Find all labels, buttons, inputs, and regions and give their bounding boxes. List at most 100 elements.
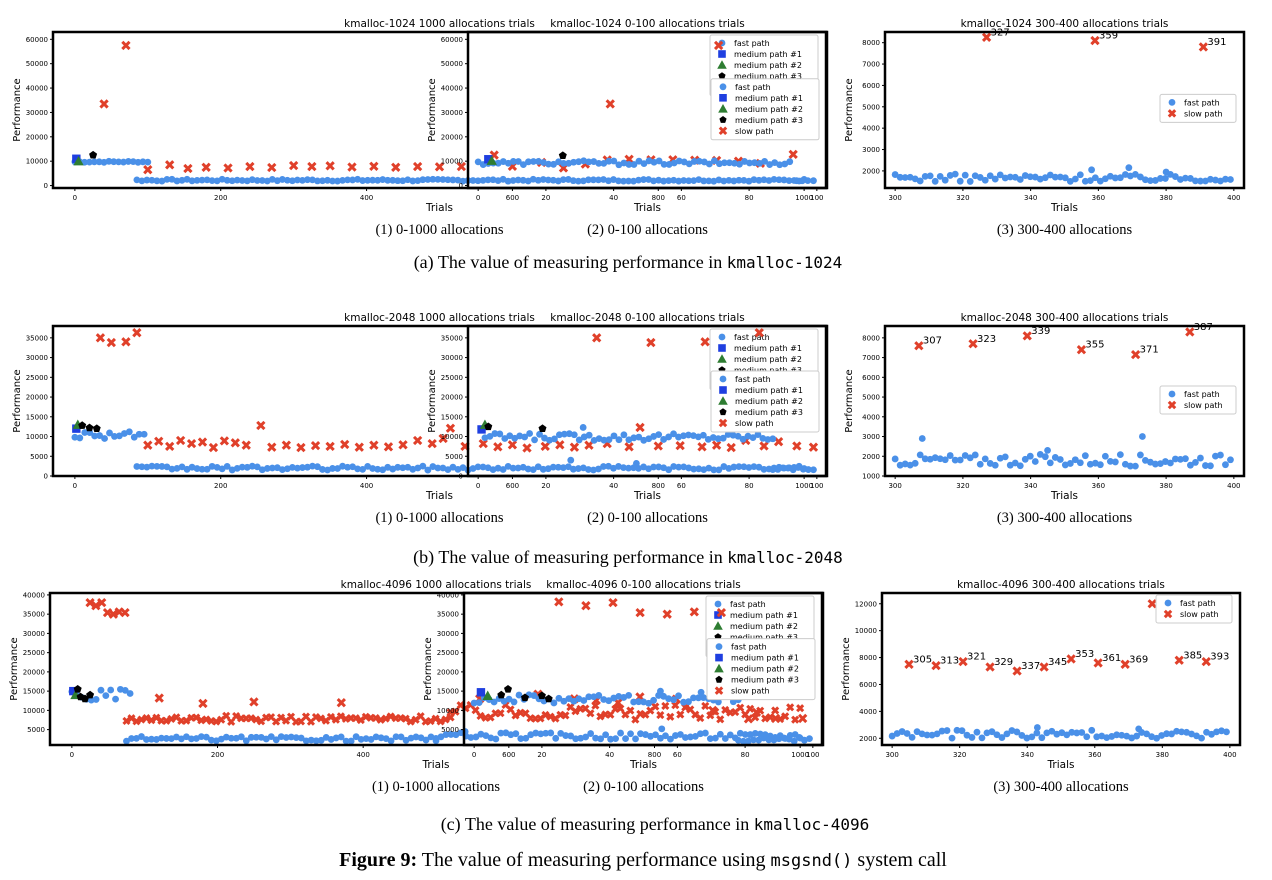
slow-path-point bbox=[132, 717, 141, 726]
y-tick-label: 35000 bbox=[23, 611, 45, 619]
slow-path-point bbox=[653, 441, 663, 451]
y-tick-label: 20000 bbox=[441, 394, 463, 402]
chart-9: kmalloc-4096 300-400 allocations trials 3… bbox=[841, 579, 1242, 795]
fast-path-point bbox=[953, 726, 961, 734]
fast-path-point bbox=[1138, 433, 1146, 440]
fast-path-point bbox=[1161, 175, 1169, 182]
y-tick-label: 3000 bbox=[862, 433, 880, 441]
chart-title: kmalloc-2048 0-100 allocations trials bbox=[550, 312, 744, 324]
legend-marker bbox=[718, 396, 728, 405]
fast-path-point bbox=[592, 734, 600, 742]
legend-marker bbox=[719, 116, 727, 123]
fast-path-point bbox=[424, 176, 432, 183]
fast-path-point bbox=[587, 730, 595, 737]
fast-path-point bbox=[705, 177, 713, 185]
slow-path-point bbox=[1012, 666, 1022, 676]
slow-path-point bbox=[95, 333, 106, 343]
slow-path-point bbox=[1201, 656, 1211, 667]
fast-path-point bbox=[585, 431, 593, 439]
point-label: 329 bbox=[994, 657, 1013, 668]
fast-path-point bbox=[736, 160, 743, 168]
slow-path-point bbox=[506, 705, 515, 714]
fast-path-point bbox=[1113, 731, 1121, 739]
fast-path-point bbox=[1011, 459, 1019, 467]
legend-label: fast path bbox=[731, 643, 767, 652]
fast-path-point bbox=[344, 176, 351, 184]
legend-marker bbox=[714, 600, 722, 608]
fast-path-point bbox=[640, 176, 647, 183]
fast-path-point bbox=[1151, 460, 1159, 468]
fast-path-point bbox=[525, 158, 532, 166]
fast-path-point bbox=[1048, 727, 1056, 735]
slow-path-point bbox=[256, 420, 266, 431]
slow-path-point bbox=[227, 717, 236, 726]
fast-path-point bbox=[570, 431, 578, 439]
fast-path-point bbox=[163, 735, 170, 742]
fast-path-point bbox=[617, 729, 624, 737]
slow-path-point bbox=[371, 714, 380, 723]
fast-path-point bbox=[625, 177, 632, 185]
x-axis-label: Trials bbox=[633, 202, 661, 214]
legend-marker bbox=[717, 354, 727, 363]
slow-path-point bbox=[561, 711, 570, 720]
x-tick-label: 100 bbox=[806, 751, 819, 759]
y-tick-label: 30000 bbox=[26, 354, 48, 362]
fast-path-point bbox=[660, 160, 668, 168]
fast-path-point bbox=[1178, 728, 1185, 736]
fast-path-point bbox=[595, 692, 603, 699]
fast-path-point bbox=[780, 176, 788, 184]
slow-path-point bbox=[434, 162, 445, 172]
legend-label: medium path #2 bbox=[734, 61, 802, 70]
slow-path-point bbox=[307, 161, 317, 172]
fast-path-point bbox=[710, 157, 718, 165]
fast-path-point bbox=[1096, 461, 1104, 469]
slow-path-point bbox=[201, 162, 211, 172]
slow-path-point bbox=[247, 714, 256, 723]
legend-marker bbox=[713, 621, 723, 630]
fast-path-point bbox=[248, 176, 256, 184]
y-tick-label: 10000 bbox=[855, 627, 877, 635]
fast-path-point bbox=[238, 177, 246, 184]
fast-path-point bbox=[551, 435, 558, 443]
fast-path-point bbox=[755, 176, 763, 184]
slow-path-point bbox=[436, 717, 445, 726]
fast-path-point bbox=[409, 177, 417, 185]
fast-path-point bbox=[1001, 453, 1009, 461]
fast-path-point bbox=[319, 177, 326, 185]
slow-path-point bbox=[336, 712, 345, 721]
legend-label: medium path #2 bbox=[735, 397, 803, 406]
chart-6: kmalloc-2048 300-400 allocations trials 3… bbox=[844, 312, 1246, 526]
fast-path-point bbox=[595, 159, 603, 167]
slow-path-point bbox=[751, 707, 762, 717]
fast-path-point bbox=[474, 463, 482, 471]
fast-path-point bbox=[582, 733, 590, 741]
x-tick-label: 0 bbox=[476, 194, 480, 202]
fast-path-point bbox=[92, 696, 100, 703]
legend-marker bbox=[719, 386, 727, 394]
fast-path-point bbox=[911, 459, 919, 467]
fast-path-point bbox=[1081, 452, 1089, 460]
fast-path-point bbox=[714, 698, 722, 706]
x-tick-label: 40 bbox=[605, 751, 614, 759]
point-label: 385 bbox=[1183, 650, 1202, 661]
slow-path-point bbox=[376, 715, 385, 724]
fast-path-point bbox=[810, 177, 817, 185]
fast-path-point bbox=[143, 463, 151, 471]
y-tick-label: 30000 bbox=[441, 109, 463, 117]
slow-path-point bbox=[154, 693, 164, 703]
fast-path-point bbox=[419, 176, 427, 184]
fast-path-point bbox=[680, 698, 687, 706]
fast-path-point bbox=[615, 177, 622, 185]
slow-path-point bbox=[796, 704, 805, 713]
fast-path-point bbox=[1172, 173, 1179, 180]
fast-path-point bbox=[71, 433, 79, 441]
fast-path-point bbox=[198, 176, 206, 184]
x-tick-label: 100 bbox=[810, 482, 823, 490]
fast-path-point bbox=[130, 433, 138, 441]
fast-path-point bbox=[470, 699, 478, 707]
fast-path-point bbox=[1066, 460, 1074, 467]
y-tick-label: 5000 bbox=[445, 453, 463, 461]
fast-path-point bbox=[512, 730, 520, 738]
